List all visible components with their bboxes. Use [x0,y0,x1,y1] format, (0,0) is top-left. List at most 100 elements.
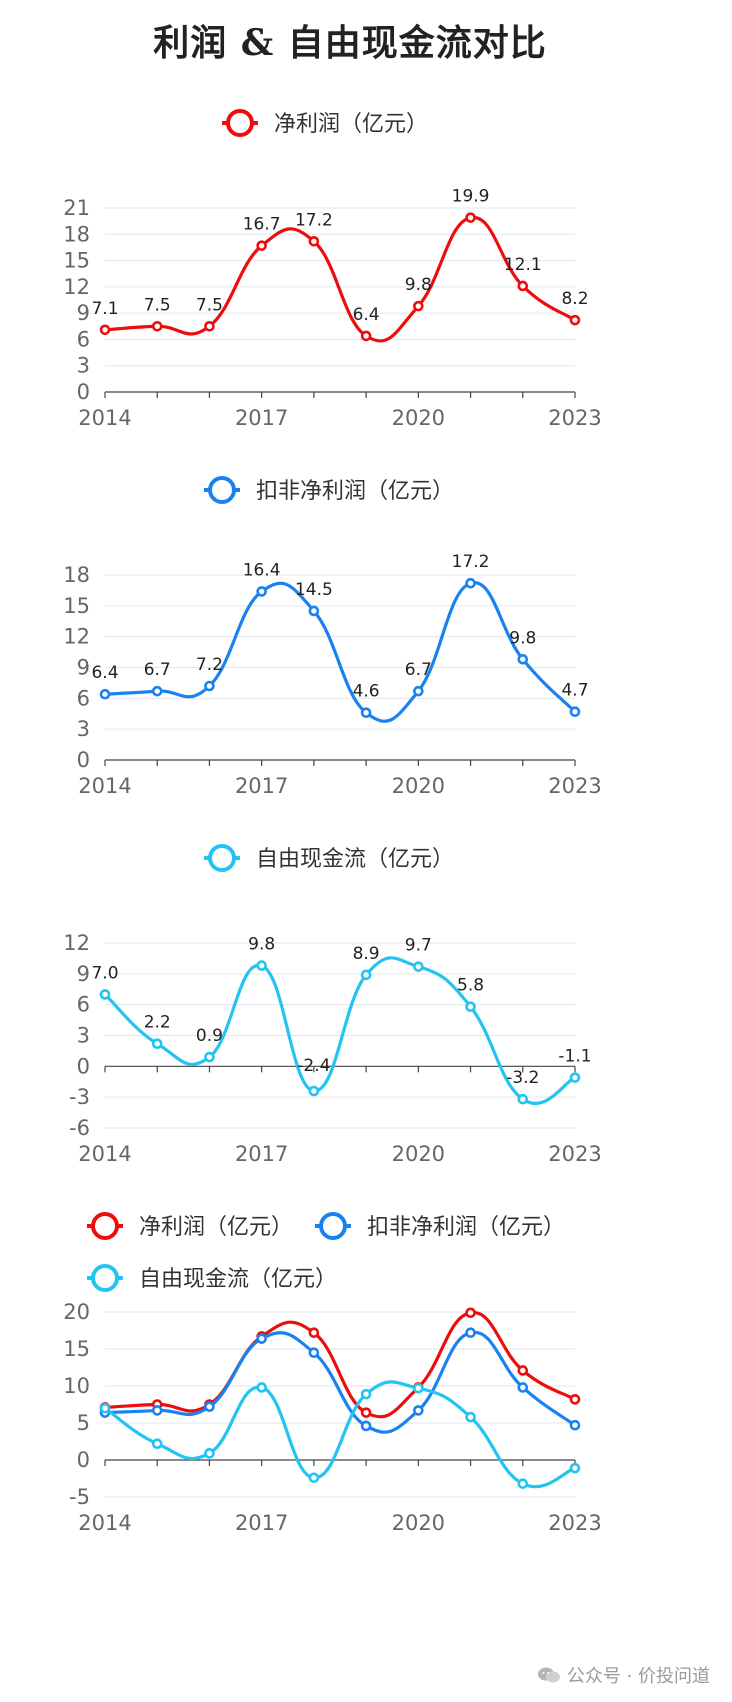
data-label: 0.9 [196,1026,223,1046]
y-tick-label: 12 [63,275,90,299]
x-tick-label: 2014 [78,406,131,430]
y-tick-label: 18 [63,563,90,587]
x-tick-label: 2017 [235,1511,288,1535]
series-line [104,581,577,723]
y-tick-label: 9 [77,962,90,986]
y-tick-label: 9 [77,656,90,680]
legend-label: 净利润（亿元） [139,1215,293,1240]
x-tick-label: 2023 [548,1142,601,1166]
legend-label: 扣非净利润（亿元） [256,479,454,504]
data-label: 19.9 [452,187,490,207]
data-label: 16.7 [243,215,281,235]
data-point [99,1402,111,1414]
data-label: 7.0 [91,963,118,983]
watermark: 公众号 · 价投问道 [537,1662,710,1688]
data-point [465,212,476,223]
data-label: 14.5 [295,580,333,600]
data-point [256,1333,267,1344]
data-point [517,1365,529,1376]
x-tick-label: 2020 [392,406,445,430]
data-label: 16.4 [243,560,281,580]
data-point [204,1051,215,1063]
data-point [569,1072,581,1083]
y-tick-label: 6 [77,327,90,351]
data-point [517,1478,529,1489]
legend-label: 扣非净利润（亿元） [367,1215,565,1240]
x-tick-label: 2020 [392,1142,445,1166]
y-tick-label: 3 [77,354,90,378]
x-tick-label: 2017 [235,406,288,430]
data-point [204,1401,215,1413]
x-tick-label: 2023 [548,774,601,798]
data-label: 6.7 [144,660,171,680]
data-label: 7.1 [91,299,118,319]
data-point [413,300,424,312]
data-label: 7.5 [144,295,171,315]
data-point [569,1419,581,1431]
chart-dp: 扣非净利润（亿元） 0 3 6 9 12 15 18 2014 2017 2020 2023 6.4 6.… [63,476,602,798]
data-label: 17.2 [295,210,333,230]
data-label: -2.4 [297,1056,330,1076]
data-point [413,961,424,972]
data-label: 8.9 [353,944,380,964]
data-label: 9.8 [405,275,432,295]
legend-marker [319,1212,347,1240]
data-point [360,1407,372,1418]
series-line [104,1311,576,1419]
data-label: -3.2 [506,1068,539,1088]
legend-item: 自由现金流（亿元） [87,1264,337,1292]
data-point [413,1382,424,1394]
data-point [360,330,372,342]
y-tick-label: 3 [77,1024,90,1048]
data-point [465,1001,476,1013]
data-point [256,960,267,971]
data-point [151,685,163,697]
data-point [308,1085,320,1097]
data-point [465,577,476,589]
data-label: 5.8 [457,976,484,996]
series-line [104,216,576,343]
data-point [308,1472,320,1484]
data-point [308,605,320,617]
data-point [517,653,529,665]
data-point [360,1388,372,1400]
data-point [99,688,111,700]
series-line [104,1330,576,1434]
data-point [151,320,163,332]
series-line [104,1380,576,1489]
y-tick-label: 21 [63,196,90,220]
legend-marker [226,109,254,137]
y-tick-label: 0 [77,1054,90,1078]
y-tick-label: 6 [77,686,90,710]
data-point [413,685,424,697]
y-tick-label: 20 [63,1300,90,1324]
y-tick-label: 6 [77,993,90,1017]
chart-fcf: 自由现金流（亿元） -6 -3 0 3 6 9 12 2014 2017 2020 2023 7.0 2.… [63,844,602,1166]
y-tick-label: 0 [77,748,90,772]
data-label: 6.7 [405,660,432,680]
x-tick-label: 2020 [392,1511,445,1535]
data-label: 9.7 [405,936,432,956]
y-tick-label: 3 [77,717,90,741]
data-point [99,324,111,336]
data-point [569,1462,581,1474]
data-point [517,1382,529,1393]
y-tick-label: 15 [63,249,90,273]
legend: 自由现金流（亿元） [204,844,454,872]
y-tick-label: 15 [63,594,90,618]
data-point [256,1382,267,1393]
data-point [308,235,320,247]
legend-label: 自由现金流（亿元） [139,1267,337,1292]
data-label: 8.2 [561,289,588,309]
x-tick-label: 2014 [78,1142,131,1166]
legend-marker [91,1212,119,1240]
data-point [204,680,215,692]
data-point [360,969,372,981]
legend: 净利润（亿元） [222,109,428,137]
data-point [517,1093,529,1105]
chart-combined: 净利润（亿元） 扣非净利润（亿元） 自由现金流（亿元） -5 0 5 10 15 20 2014 2… [63,1212,602,1535]
data-point [308,1327,320,1339]
legend-marker [208,844,236,872]
data-label: 9.8 [509,628,536,648]
